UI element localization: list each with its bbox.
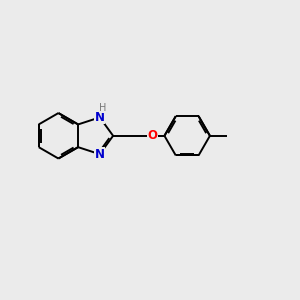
Text: H: H	[99, 103, 106, 113]
Text: N: N	[95, 148, 105, 161]
Text: N: N	[95, 111, 105, 124]
Text: O: O	[147, 129, 158, 142]
